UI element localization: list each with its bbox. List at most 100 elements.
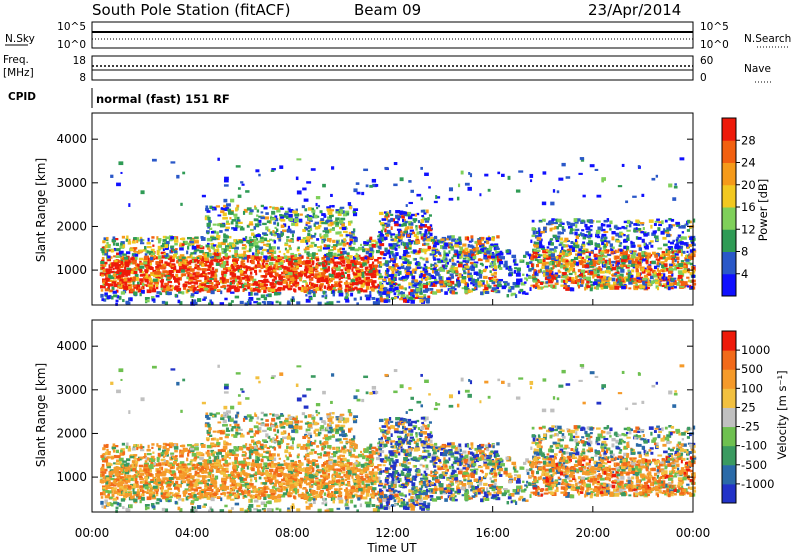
power-cell [636,277,641,280]
power-cell [490,265,494,268]
power-cell [315,270,319,273]
power-cell [220,285,223,289]
power-cell [577,269,582,273]
power-cell [414,262,418,266]
power-cell [183,286,187,290]
power-cell [335,221,340,226]
power-cell [518,290,522,294]
power-cell [372,271,375,276]
power-cell [156,264,162,267]
power-cell [582,241,586,244]
power-cell [623,226,628,230]
power-cell [529,261,533,265]
power-cell [248,291,251,296]
power-cell [173,239,179,243]
power-cell [639,276,644,280]
power-cell [331,267,334,272]
power-cell [346,266,350,271]
power-cell [478,273,483,276]
power-cell [605,242,609,247]
power-cell [393,254,397,258]
power-cell [250,288,256,292]
power-cell [175,273,179,278]
power-cell [128,238,131,242]
power-cell [477,241,482,246]
power-cell [203,296,207,300]
power-cell [643,274,649,278]
power-cell [301,205,306,209]
power-cell [344,255,348,259]
power-cell [175,278,181,281]
power-cell [144,253,148,256]
power-cell [584,286,587,291]
power-cell [133,253,136,257]
power-cell [565,239,570,243]
power-cell [274,206,279,210]
power-cell [118,259,121,263]
power-cell [206,260,209,263]
power-cell [478,269,481,273]
power-cell [120,275,123,279]
power-cell [414,258,417,261]
power-cell [422,216,425,219]
power-cell [261,301,266,304]
power-cell [301,255,304,259]
power-cell [352,212,358,217]
power-cell [311,209,316,213]
power-cell [149,256,154,261]
power-cell [175,256,179,260]
power-cell [150,272,155,276]
power-cell [202,251,205,256]
power-cell [579,284,584,287]
power-cell [621,262,626,265]
power-cell [633,223,638,226]
power-cell [621,255,624,260]
power-cell [596,269,600,274]
power-cell [163,253,169,257]
power-cell [562,228,566,232]
power-cell [295,176,299,181]
power-cell [608,258,611,262]
power-cell [290,252,295,255]
power-cell [434,264,439,267]
power-cell [253,301,259,304]
power-cell [594,257,598,260]
power-cell [132,237,136,240]
power-cell [180,202,183,206]
power-cell [335,264,339,269]
power-cell [433,235,438,239]
power-cell [402,253,407,257]
power-cell [655,235,659,239]
power-cell [661,220,664,225]
power-cell [350,279,356,283]
power-cell [397,236,402,239]
power-cell [585,255,591,259]
power-cell [664,229,670,232]
power-cell [643,233,648,237]
power-cell [686,250,689,253]
power-cell [654,272,657,277]
power-cell [194,274,199,278]
power-cell [284,212,289,216]
power-cell [454,283,458,287]
power-cell [551,218,555,221]
power-cell [682,269,687,274]
power-cell [399,223,404,227]
power-cell [160,286,164,291]
power-cell [328,274,334,277]
power-cell [157,274,163,277]
power-cell [423,242,426,245]
power-cell [444,282,448,285]
power-cell [208,302,212,305]
power-cell [224,228,229,232]
power-cell [575,253,578,256]
power-cell [596,236,601,239]
power-cell [154,256,159,260]
power-cell [253,292,259,296]
power-cell [276,273,279,277]
power-cell [603,219,608,223]
power-cell [437,259,442,264]
power-cell [158,255,162,259]
power-cell [107,244,111,249]
power-cell [130,288,135,293]
